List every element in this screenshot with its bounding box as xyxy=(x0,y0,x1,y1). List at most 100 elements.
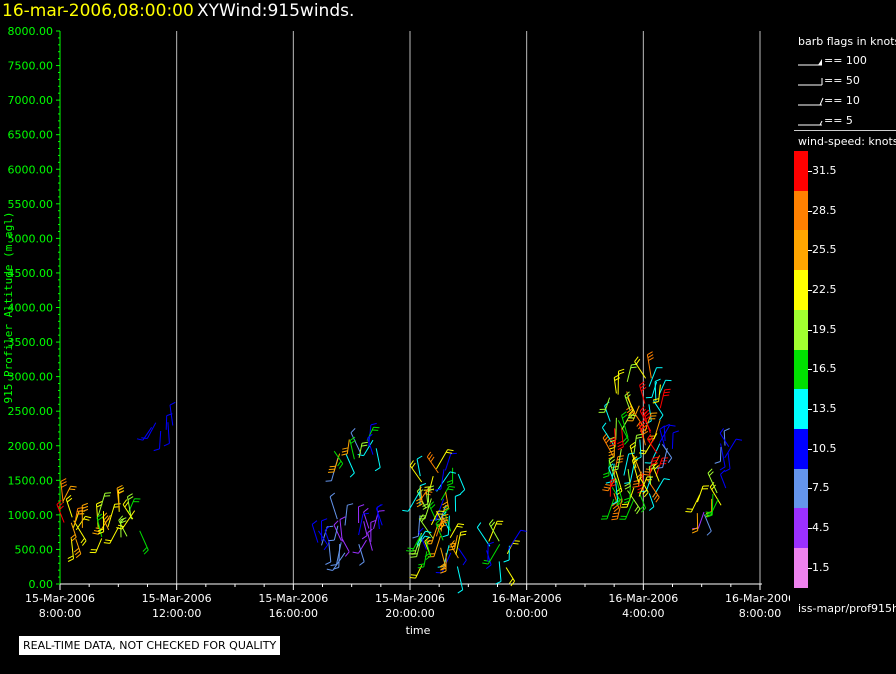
barb-flag xyxy=(419,514,424,520)
barb-flag xyxy=(116,484,123,489)
barb-flag xyxy=(616,461,623,464)
y-tick-label: 5500.00 xyxy=(8,198,54,211)
barb-flag xyxy=(608,453,615,457)
barb-flag xyxy=(80,537,85,544)
wind-barb xyxy=(621,427,624,448)
wind-barb xyxy=(607,478,616,491)
wind-barb xyxy=(345,454,355,474)
wind-barb xyxy=(159,430,162,449)
wind-barb xyxy=(333,524,342,541)
barb-flag xyxy=(610,484,617,487)
barb-flag xyxy=(460,533,467,536)
y-tick-label: 2500.00 xyxy=(8,405,54,418)
speed-tick xyxy=(808,210,812,212)
x-tick-label: 4:00:00 xyxy=(622,607,664,620)
barb-legend-title: barb flags in knots xyxy=(798,35,896,48)
barb-flag-icon xyxy=(798,59,822,66)
wind-barb xyxy=(690,494,701,513)
barb-flag xyxy=(624,482,631,484)
barb-flag xyxy=(686,508,693,510)
barb-flag xyxy=(719,428,725,434)
wind-barb xyxy=(707,472,718,494)
wind-barb xyxy=(505,567,516,582)
barb-flag xyxy=(418,527,424,533)
barb-flag xyxy=(374,467,381,472)
x-tick-label: 15-Mar-2006 xyxy=(25,592,95,605)
barb-flag xyxy=(628,416,635,419)
wind-barb xyxy=(487,544,501,565)
barb-flag xyxy=(424,535,431,539)
barb-flag xyxy=(105,539,112,542)
wind-barb xyxy=(498,561,502,582)
speed-label: 7.5 xyxy=(812,481,830,495)
wind-barbs xyxy=(56,351,743,594)
barb-flag xyxy=(350,428,356,434)
wind-barb xyxy=(440,469,445,490)
barb-flag xyxy=(430,504,436,510)
wind-barb xyxy=(333,450,344,464)
barb-flag xyxy=(617,443,624,448)
barb-pennant xyxy=(818,59,822,65)
barb-flag xyxy=(603,472,610,476)
barb-flag xyxy=(426,451,432,458)
barb-flag xyxy=(639,419,645,425)
barb-flag xyxy=(56,500,62,505)
wind-barb xyxy=(333,453,341,473)
barb-flag xyxy=(65,495,72,500)
plot-title: XYWind:915winds. xyxy=(197,1,355,21)
wind-barb xyxy=(165,415,168,430)
barb-flag xyxy=(613,507,620,513)
barb-flag xyxy=(520,529,527,532)
wind-barb xyxy=(416,535,423,557)
barb-flag xyxy=(641,386,647,392)
barb-flag xyxy=(685,511,692,513)
barb-flag xyxy=(617,446,624,451)
barb-flag xyxy=(124,501,129,508)
wind-barb xyxy=(719,446,722,462)
barb-flag xyxy=(629,441,636,447)
x-tick-label: 15-Mar-2006 xyxy=(375,592,445,605)
wind-barb xyxy=(418,531,427,550)
barb-flag xyxy=(370,519,377,523)
barb-flag xyxy=(341,453,348,456)
barb-flag xyxy=(643,491,649,498)
y-tick-label: 4000.00 xyxy=(8,302,54,315)
barb-flag xyxy=(707,468,713,474)
wind-barb xyxy=(127,496,132,520)
barb-flag xyxy=(659,425,666,430)
barb-flag xyxy=(329,492,336,498)
barb-flag xyxy=(95,527,102,530)
y-tick-label: 1000.00 xyxy=(8,509,54,522)
wind-barb xyxy=(457,473,466,490)
barb-flag xyxy=(163,442,170,447)
wind-barb xyxy=(723,430,726,446)
wind-barb xyxy=(720,443,726,467)
speed-color-swatch xyxy=(794,309,808,350)
barb-flag xyxy=(513,540,520,542)
barb-flag xyxy=(612,515,619,518)
wind-barb xyxy=(60,481,64,504)
wind-barb xyxy=(613,456,619,476)
barb-flag xyxy=(627,411,634,417)
barb-flag xyxy=(624,485,631,490)
barb-flag xyxy=(612,504,619,510)
barb-flag xyxy=(344,551,350,557)
barb-flag xyxy=(617,455,624,458)
barb-flag xyxy=(410,556,417,558)
barb-tick xyxy=(819,97,824,106)
wind-barb xyxy=(616,498,623,520)
x-tick-label: 16-Mar-2006 xyxy=(608,592,678,605)
barb-flag xyxy=(602,489,609,492)
barb-flag xyxy=(482,562,489,565)
barb-flag xyxy=(425,530,432,533)
barb-flag xyxy=(337,460,342,467)
barb-flag xyxy=(370,422,377,426)
tick-labels: 15-Mar-2006 8:00:00 15-Mar-2006 12:00:00 15-… xyxy=(2,25,790,637)
barb-flag xyxy=(82,505,89,509)
barb-flag xyxy=(647,354,654,359)
speed-color-swatch xyxy=(794,190,808,231)
barb-flag xyxy=(438,510,445,512)
barb-flag xyxy=(476,522,482,528)
wind-barb xyxy=(648,404,652,421)
wind-barb xyxy=(424,498,432,519)
